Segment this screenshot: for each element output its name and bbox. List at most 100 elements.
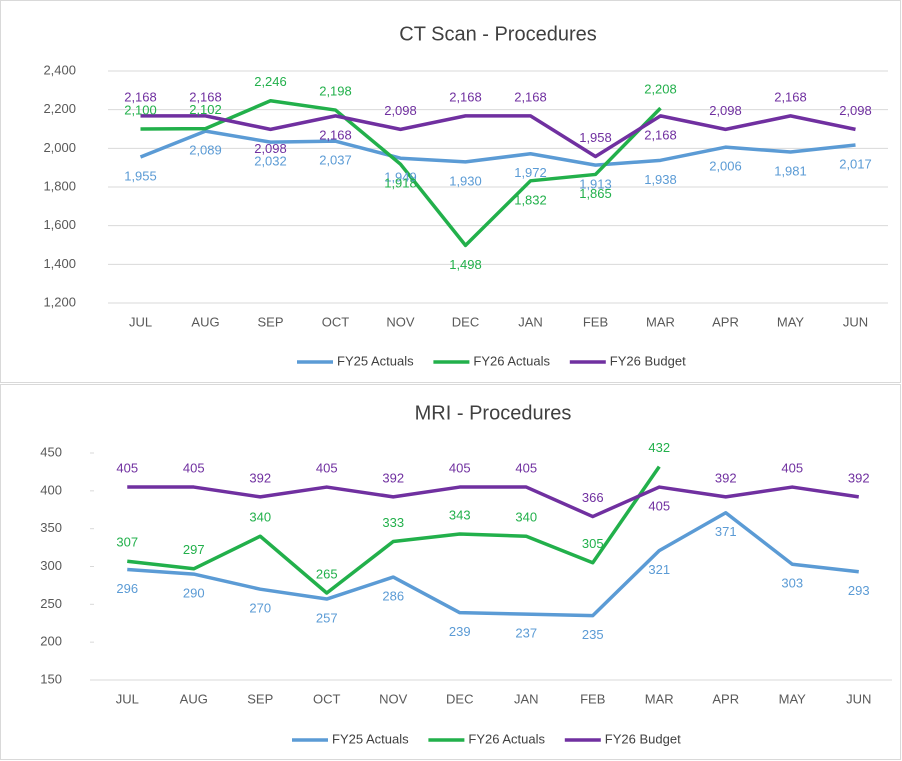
y-tick-label: 350 — [40, 520, 62, 535]
data-label: 405 — [183, 460, 205, 475]
data-label: 392 — [848, 470, 870, 485]
x-tick-label: MAR — [646, 314, 675, 329]
data-label: 2,168 — [124, 89, 157, 104]
data-label: 2,098 — [709, 103, 742, 118]
y-tick-label: 1,200 — [43, 294, 76, 309]
data-label: 2,168 — [514, 89, 547, 104]
x-tick-label: JUN — [846, 691, 871, 706]
data-label: 392 — [715, 470, 737, 485]
legend-label: FY26 Budget — [605, 731, 681, 746]
y-tick-label: 450 — [40, 444, 62, 459]
data-label: 2,098 — [384, 103, 417, 118]
x-tick-label: SEP — [247, 691, 273, 706]
data-label: 2,168 — [319, 127, 352, 142]
data-label: 2,098 — [254, 141, 287, 156]
chart-title: CT Scan - Procedures — [399, 23, 597, 45]
series-line — [127, 485, 860, 519]
legend-label: FY25 Actuals — [332, 731, 409, 746]
y-tick-label: 2,400 — [43, 62, 76, 77]
data-label: 392 — [249, 470, 271, 485]
data-label: 432 — [648, 440, 670, 455]
chart-frame — [0, 0, 901, 383]
data-label: 2,168 — [449, 89, 482, 104]
legend-label: FY26 Actuals — [473, 353, 550, 368]
y-tick-label: 150 — [40, 671, 62, 686]
data-label: 237 — [515, 626, 537, 641]
x-tick-label: JAN — [518, 314, 543, 329]
data-label: 1,955 — [124, 168, 157, 183]
data-label: 2,032 — [254, 154, 287, 169]
x-tick-label: OCT — [322, 314, 350, 329]
data-label: 392 — [382, 470, 404, 485]
data-label: 297 — [183, 542, 205, 557]
data-label: 2,102 — [189, 102, 222, 117]
y-tick-label: 1,800 — [43, 178, 76, 193]
legend-label: FY26 Actuals — [468, 731, 545, 746]
data-label: 2,100 — [124, 102, 157, 117]
data-label: 2,246 — [254, 74, 287, 89]
data-label: 2,168 — [189, 89, 222, 104]
chart-title: MRI - Procedures — [415, 402, 572, 424]
y-tick-label: 250 — [40, 596, 62, 611]
x-tick-label: AUG — [191, 314, 219, 329]
data-label: 371 — [715, 524, 737, 539]
data-label: 2,017 — [839, 156, 872, 171]
data-label: 1,918 — [384, 176, 417, 191]
x-tick-label: APR — [712, 314, 739, 329]
data-label: 307 — [116, 535, 138, 550]
legend-label: FY25 Actuals — [337, 353, 414, 368]
x-tick-label: DEC — [446, 691, 473, 706]
data-label: 1,981 — [774, 163, 807, 178]
data-label: 1,938 — [644, 172, 677, 187]
data-label: 1,930 — [449, 173, 482, 188]
data-label: 305 — [582, 536, 604, 551]
series-line — [140, 114, 856, 159]
x-tick-label: APR — [712, 691, 739, 706]
x-tick-label: AUG — [180, 691, 208, 706]
data-label: 265 — [316, 566, 338, 581]
data-label: 257 — [316, 610, 338, 625]
y-tick-label: 2,200 — [43, 101, 76, 116]
data-label: 343 — [449, 507, 471, 522]
data-label: 239 — [449, 624, 471, 639]
x-tick-label: FEB — [580, 691, 605, 706]
y-tick-label: 300 — [40, 558, 62, 573]
y-tick-label: 1,400 — [43, 256, 76, 271]
data-label: 340 — [249, 510, 271, 525]
data-label: 1,498 — [449, 257, 482, 272]
data-label: 2,089 — [189, 143, 222, 158]
x-tick-label: OCT — [313, 691, 341, 706]
x-tick-label: JUN — [843, 314, 868, 329]
y-tick-label: 200 — [40, 634, 62, 649]
x-tick-label: FEB — [583, 314, 608, 329]
data-label: 1,832 — [514, 192, 547, 207]
x-tick-label: MAR — [645, 691, 674, 706]
data-label: 2,198 — [319, 83, 352, 98]
data-label: 1,949 — [384, 170, 417, 185]
data-label: 2,168 — [644, 127, 677, 142]
data-label: 290 — [183, 586, 205, 601]
data-label: 303 — [781, 576, 803, 591]
legend-label: FY26 Budget — [610, 353, 686, 368]
x-tick-label: JUL — [116, 691, 139, 706]
data-label: 2,208 — [644, 82, 677, 97]
data-label: 2,168 — [774, 89, 807, 104]
x-tick-label: JAN — [514, 691, 539, 706]
data-label: 1,865 — [579, 186, 612, 201]
data-label: 405 — [449, 460, 471, 475]
y-tick-label: 2,000 — [43, 140, 76, 155]
data-label: 405 — [316, 460, 338, 475]
series-line — [139, 129, 856, 167]
data-label: 405 — [648, 498, 670, 513]
data-label: 405 — [515, 460, 537, 475]
data-label: 405 — [116, 460, 138, 475]
x-tick-label: NOV — [379, 691, 408, 706]
data-label: 333 — [382, 515, 404, 530]
x-tick-label: SEP — [257, 314, 283, 329]
y-tick-label: 400 — [40, 482, 62, 497]
data-label: 293 — [848, 583, 870, 598]
x-tick-label: JUL — [129, 314, 152, 329]
data-label: 2,006 — [709, 159, 742, 174]
series-line — [127, 511, 859, 618]
data-label: 340 — [515, 510, 537, 525]
